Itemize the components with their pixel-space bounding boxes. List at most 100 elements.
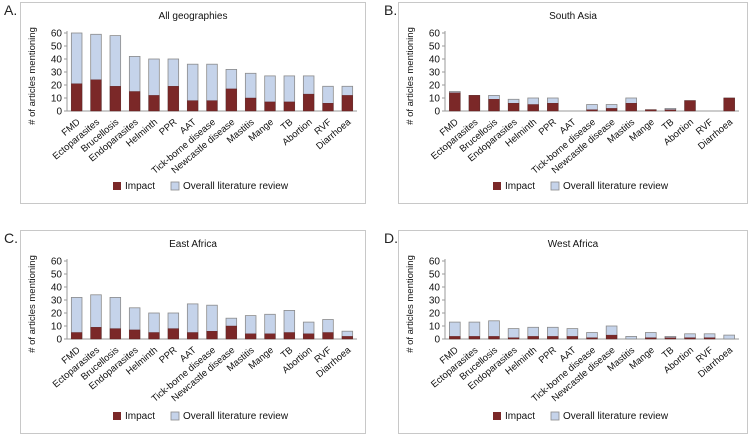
chart-panel-south-asia: South Asia 0 10 20 30 40 50 60 # of articles men… [398, 2, 748, 204]
y-tick-label: 0 [56, 107, 62, 118]
bar-impact-abortion [303, 93, 315, 112]
bar-impact-aat [187, 100, 199, 112]
legend-label-impact: Impact [505, 181, 535, 192]
bar-impact-ppr [547, 102, 559, 112]
bar-impact-ectoparasites [468, 95, 480, 112]
y-tick-label: 60 [51, 257, 63, 268]
legend-swatch-overall [170, 181, 180, 191]
x-tick-label-ppr: PPR [537, 345, 559, 366]
bar-impact-endoparasites [508, 102, 520, 112]
legend-label-overall: Overall literature review [563, 181, 669, 192]
y-tick-label: 50 [51, 270, 63, 281]
x-tick-label-ppr: PPR [537, 117, 559, 138]
bar-impact-newcastle-disease [606, 334, 618, 340]
bar-impact-tick-borne-disease [586, 109, 598, 112]
chart-panel-all-geographies: All geographies 0 10 20 30 40 50 60 # of article… [20, 2, 366, 204]
bar-impact-tick-borne-disease [206, 100, 218, 112]
bar-impact-helminth [527, 336, 539, 340]
bar-impact-brucellosis [488, 99, 500, 112]
bar-impact-rvf [322, 102, 334, 112]
y-tick-label: 30 [51, 68, 63, 79]
chart-south-asia: South Asia 0 10 20 30 40 50 60 # of articles men… [405, 11, 739, 192]
bar-impact-tb [283, 101, 295, 112]
bar-impact-rvf [322, 332, 334, 340]
legend-swatch-impact [493, 412, 501, 420]
bar-impact-tb [283, 332, 295, 340]
y-axis-label: # of articles mentioning [27, 255, 38, 353]
bar-impact-fmd [449, 92, 461, 112]
legend-label-impact: Impact [125, 411, 155, 422]
bar-impact-ectoparasites [468, 336, 480, 340]
bar-impact-helminth [527, 104, 539, 112]
legend-label-overall: Overall literature review [563, 411, 669, 422]
legend-label-overall: Overall literature review [183, 411, 289, 422]
chart-title: West Africa [548, 239, 599, 250]
bar-impact-newcastle-disease [225, 88, 237, 112]
bar-impact-endoparasites [508, 337, 520, 340]
y-tick-label: 20 [51, 309, 63, 320]
y-tick-label: 20 [51, 81, 63, 92]
y-tick-label: 0 [434, 107, 440, 118]
bar-impact-diarrhoea [341, 95, 353, 112]
bar-impact-fmd [71, 332, 83, 340]
y-tick-label: 10 [429, 322, 441, 333]
bar-impact-brucellosis [109, 86, 121, 112]
x-tick-label-ppr: PPR [157, 345, 179, 366]
y-tick-label: 30 [429, 296, 441, 307]
bar-impact-diarrhoea [723, 97, 735, 112]
chart-title: East Africa [169, 239, 217, 250]
bar-impact-tick-borne-disease [206, 330, 218, 340]
y-axis-label: # of articles mentioning [27, 27, 38, 125]
legend-swatch-impact [113, 182, 121, 190]
chart-panel-west-africa: West Africa 0 10 20 30 40 50 60 # of articles me… [398, 230, 748, 434]
bar-impact-fmd [449, 336, 461, 340]
bar-impact-abortion [303, 333, 315, 340]
legend-label-impact: Impact [505, 411, 535, 422]
bar-impact-ectoparasites [90, 327, 102, 340]
y-tick-label: 0 [434, 335, 440, 346]
chart-all-geographies: All geographies 0 10 20 30 40 50 60 # of article… [27, 11, 357, 192]
bar-impact-helminth [148, 332, 160, 340]
y-tick-label: 50 [51, 42, 63, 53]
bar-impact-ectoparasites [90, 79, 102, 112]
legend-label-overall: Overall literature review [183, 181, 289, 192]
bar-impact-mastitis [245, 333, 257, 340]
chart-title: All geographies [159, 11, 228, 22]
chart-east-africa: East Africa 0 10 20 30 40 50 60 # of articles me… [27, 239, 357, 422]
bar-impact-tick-borne-disease [586, 337, 598, 340]
bar-impact-diarrhoea [341, 336, 353, 340]
y-tick-label: 0 [56, 335, 62, 346]
bar-impact-newcastle-disease [225, 325, 237, 340]
y-tick-label: 10 [51, 94, 63, 105]
bar-impact-mange [645, 109, 657, 112]
y-tick-label: 20 [429, 81, 441, 92]
y-tick-label: 30 [429, 68, 441, 79]
bar-impact-aat [187, 332, 199, 340]
legend-swatch-overall [550, 411, 560, 421]
y-axis-label: # of articles mentioning [405, 27, 416, 125]
bar-impact-brucellosis [109, 328, 121, 340]
x-tick-label-ppr: PPR [157, 117, 179, 138]
y-tick-label: 10 [51, 322, 63, 333]
bar-impact-mange [264, 101, 276, 112]
bar-impact-fmd [71, 83, 83, 112]
y-tick-label: 50 [429, 42, 441, 53]
y-tick-label: 60 [429, 257, 441, 268]
bar-impact-ppr [547, 336, 559, 340]
panel-letter-c: C. [4, 230, 18, 246]
legend-swatch-overall [170, 411, 180, 421]
bar-impact-aat [566, 336, 578, 340]
y-tick-label: 40 [51, 55, 63, 66]
bar-impact-tb [664, 109, 676, 112]
chart-panel-east-africa: East Africa 0 10 20 30 40 50 60 # of articles me… [20, 230, 366, 434]
bar-impact-mastitis [245, 97, 257, 112]
y-tick-label: 30 [51, 296, 63, 307]
bar-overall-mastitis [625, 336, 637, 340]
bar-impact-abortion [684, 337, 696, 340]
bar-impact-newcastle-disease [606, 108, 618, 112]
y-tick-label: 40 [429, 283, 441, 294]
bar-overall-diarrhoea [723, 334, 735, 340]
chart-title: South Asia [549, 11, 597, 22]
panel-letter-b: B. [384, 2, 398, 18]
bar-impact-brucellosis [488, 336, 500, 340]
